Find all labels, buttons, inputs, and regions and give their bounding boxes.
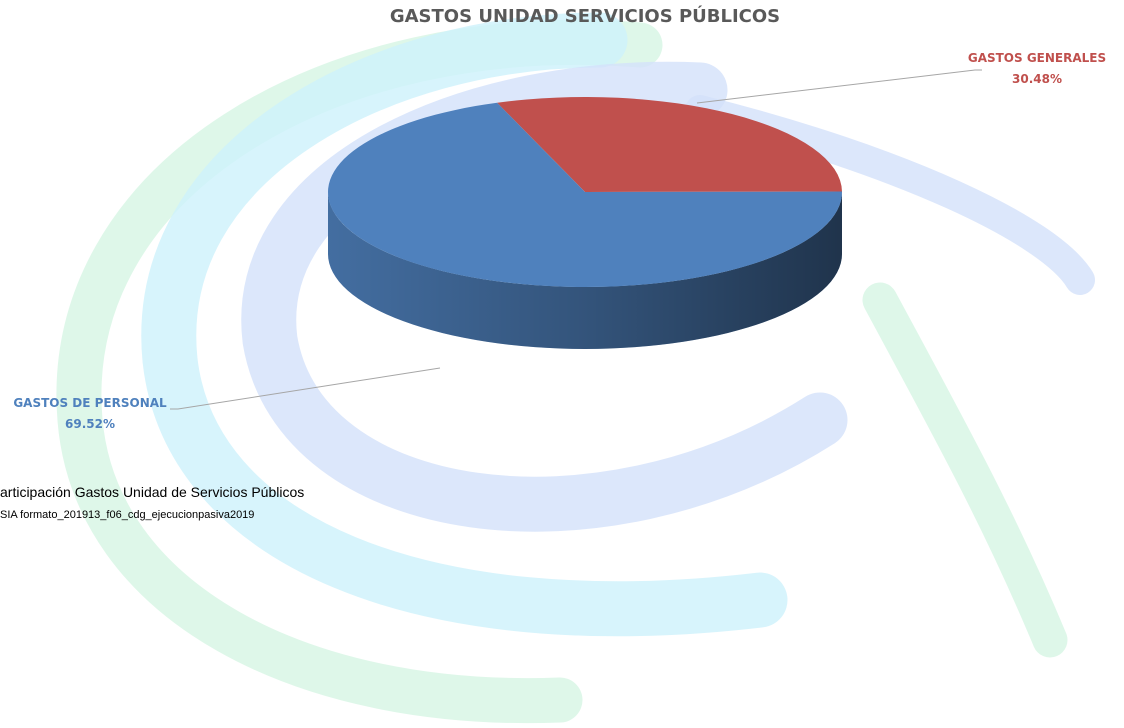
leader-line [170, 367, 441, 410]
value-label: 69.52% [65, 417, 115, 431]
chart-title: GASTOS UNIDAD SERVICIOS PÚBLICOS [390, 5, 780, 27]
swirl [141, 12, 788, 637]
slice [328, 102, 843, 287]
leader-line [696, 69, 982, 104]
category-label: GASTOS DE PERSONAL [13, 396, 167, 410]
slice [497, 97, 842, 192]
slice-side-shade [328, 192, 842, 349]
category-label: GASTOS GENERALES [968, 51, 1106, 65]
caption-source: SIA formato_201913_f06_cdg_ejecucionpasi… [0, 509, 254, 521]
value-label: 30.48% [1012, 72, 1062, 86]
swirl [862, 282, 1068, 658]
caption-title: articipación Gastos Unidad de Servicios … [0, 484, 304, 500]
